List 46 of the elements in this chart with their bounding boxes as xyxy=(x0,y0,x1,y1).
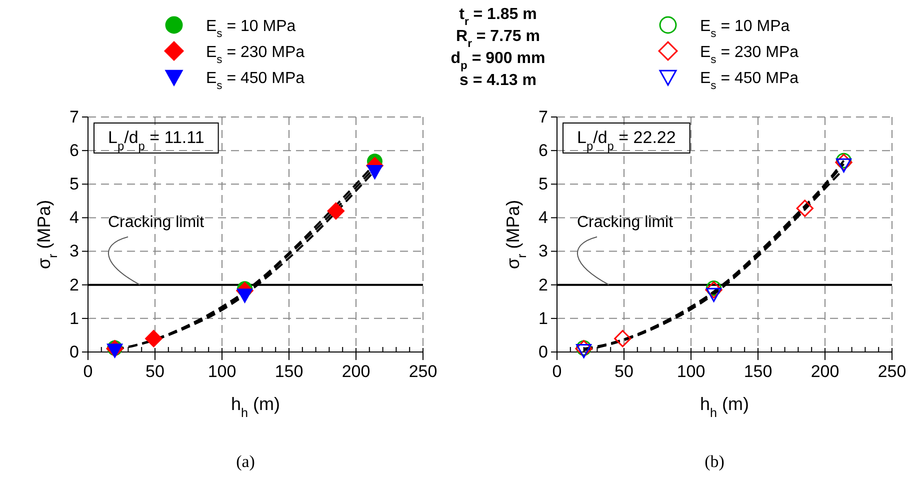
legend-label: E$_{s}$ = 450 MPa xyxy=(206,70,305,92)
annotation: L$_{p}$/d$_{p}$ = 11.11 xyxy=(108,128,204,153)
x-tick-label: 250 xyxy=(878,362,906,382)
y-tick-label: 0 xyxy=(70,342,79,362)
x-tick-label: 0 xyxy=(83,362,93,382)
x-axis-title: h$_{h}$ (m) xyxy=(700,394,750,420)
y-tick-label: 4 xyxy=(70,208,79,228)
legend-label: E$_{s}$ = 10 MPa xyxy=(206,18,296,40)
text: R$_{r}$ = 7.75 m xyxy=(456,28,540,50)
y-tick-label: 6 xyxy=(70,141,79,160)
x-tick-label: 100 xyxy=(208,362,236,382)
legend-label: E$_{s}$ = 450 MPa xyxy=(700,70,799,92)
legend-label: E$_{s}$ = 10 MPa xyxy=(700,18,790,40)
y-tick-label: 1 xyxy=(538,308,548,328)
x-tick-label: 200 xyxy=(810,362,840,382)
x-tick-label: 0 xyxy=(552,362,562,382)
y-tick-label: 0 xyxy=(538,342,548,362)
x-tick-label: 250 xyxy=(408,362,438,382)
x-tick-label: 200 xyxy=(342,362,370,382)
y-tick-label: 5 xyxy=(70,174,79,194)
annotation: L$_{p}$/d$_{p}$ = 22.22 xyxy=(577,128,676,153)
text: d$_{p}$ = 900 mm xyxy=(450,50,546,72)
text: (b) xyxy=(704,452,724,471)
y-tick-label: 2 xyxy=(538,275,548,294)
x-axis-title: h$_{h}$ (m) xyxy=(230,394,280,420)
y-tick-label: 4 xyxy=(538,208,548,228)
y-tick-label: 1 xyxy=(70,308,79,328)
ref-line-label: Cracking limit xyxy=(577,214,674,231)
x-tick-label: 150 xyxy=(744,362,772,382)
text: s = 4.13 m xyxy=(460,72,536,89)
y-tick-label: 3 xyxy=(70,242,79,261)
y-tick-label: 7 xyxy=(538,107,548,126)
y-tick-label: 3 xyxy=(538,242,548,261)
y-tick-label: 2 xyxy=(70,275,79,294)
text: t$_{r}$ = 1.85 m xyxy=(459,6,537,28)
x-tick-label: 150 xyxy=(274,362,304,382)
legend-label: E$_{s}$ = 230 MPa xyxy=(206,44,305,66)
x-tick-label: 50 xyxy=(146,362,164,382)
ref-line-label: Cracking limit xyxy=(108,214,205,231)
text: (a) xyxy=(236,452,255,471)
y-tick-label: 5 xyxy=(538,174,548,194)
y-tick-label: 6 xyxy=(538,141,548,160)
x-tick-label: 100 xyxy=(676,362,706,382)
y-tick-label: 7 xyxy=(70,107,79,126)
legend-label: E$_{s}$ = 230 MPa xyxy=(700,44,799,66)
x-tick-label: 50 xyxy=(614,362,634,382)
